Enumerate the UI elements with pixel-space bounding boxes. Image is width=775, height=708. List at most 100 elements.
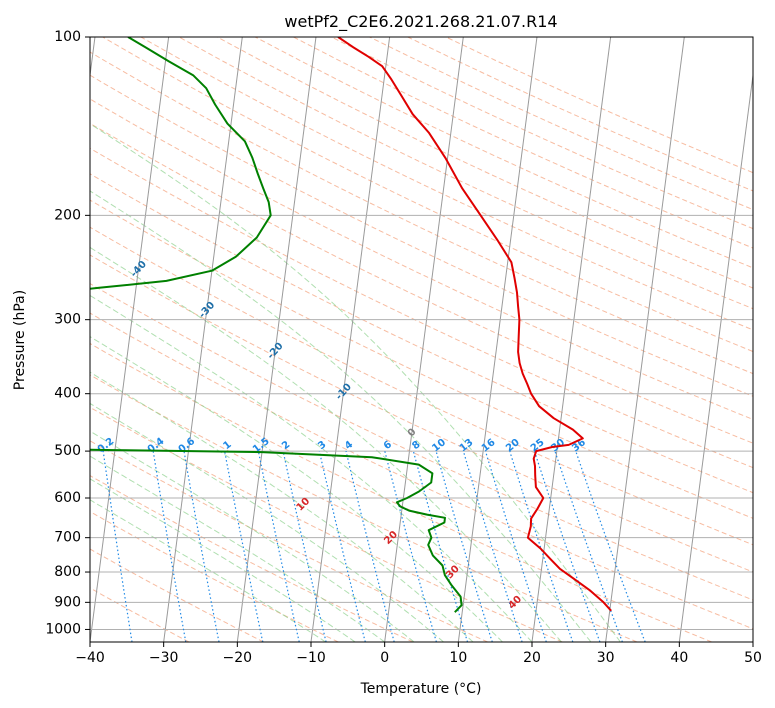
dry-adiabat [90,122,753,444]
mixing-ratio-label: 8 [410,439,422,452]
moist-adiabat [90,190,592,642]
chart-title: wetPf2_C2E6.2021.268.21.07.R14 [284,12,557,32]
dry-adiabat [90,173,753,494]
x-tick-label: 30 [597,650,615,666]
dry-adiabat [254,37,753,269]
dry-adiabat [90,312,753,630]
mixing-ratio-line [462,450,523,642]
isotherm [752,638,753,642]
moist-adiabat [90,430,415,642]
mixing-ratio-line [318,450,366,642]
mixing-ratio-label: 20 [504,437,522,454]
dry-adiabat [407,37,753,192]
moist-adiabat [90,402,444,642]
isotherm [163,37,243,642]
dry-adiabat [90,226,753,546]
moist-adiabat [90,336,503,642]
y-tick-label: 500 [54,443,81,459]
y-tick-label: 300 [54,312,81,328]
isotherm-label: 0 [406,427,419,440]
x-tick-label: 0 [380,650,389,666]
mixing-ratio-line [282,450,327,642]
mixing-ratio-line [435,450,493,642]
moist-adiabat [90,371,474,642]
isotherm [457,37,538,642]
isotherm [678,71,753,642]
mixing-ratio-label: 0.2 [96,436,117,456]
x-tick-label: −40 [75,650,105,666]
x-tick-label: 10 [449,650,467,666]
isotherm [531,37,612,642]
mixing-ratio-label: 0.6 [177,436,198,456]
dry-adiabat [90,282,753,601]
y-axis-label: Pressure (hPa) [12,290,28,390]
isotherm-label: -60 [0,177,12,198]
dry-adiabat [178,37,753,310]
moist-adiabat [90,123,621,642]
dry-adiabat [90,440,488,642]
mixing-ratio-label: 0.4 [146,436,167,456]
isotherm-label: -10 [334,382,354,403]
isotherm [605,37,685,642]
mixing-ratio-line [509,450,574,642]
isotherm [310,37,391,642]
dry-adiabat [90,406,563,642]
mixing-ratio-line [224,450,264,642]
mixing-ratio-label: 16 [480,437,498,454]
y-tick-label: 800 [54,564,81,580]
mixing-ratio-label: 2 [280,439,292,452]
mixing-ratio-line [257,450,300,642]
mixing-ratio-label: 3 [316,439,328,452]
dry-adiabat [140,37,753,331]
x-tick-label: −30 [149,650,179,666]
mixing-ratio-line [575,450,646,642]
dry-adiabat [90,199,753,519]
y-tick-label: 200 [54,207,81,223]
moist-adiabat [90,478,356,642]
isotherm [90,37,170,642]
dry-adiabat [90,147,753,469]
dewpoint-line [90,37,463,613]
moist-adiabat [90,455,385,642]
isotherm [236,37,317,642]
dry-adiabat [90,254,753,573]
mixing-ratio-line [533,450,601,642]
mixing-ratio-line [484,450,547,642]
background-lines [56,37,753,642]
y-tick-label: 700 [54,530,81,546]
y-tick-label: 400 [54,386,81,402]
y-tick-label: 100 [54,29,81,45]
y-tick-label: 600 [54,490,81,506]
mixing-ratio-line [152,451,187,642]
isotherm [90,37,96,80]
mixing-ratio-line [412,450,469,642]
moist-adiabat [90,294,533,642]
mixing-ratio-label: 6 [382,439,394,452]
isotherm [384,37,464,642]
mixing-ratio-line [554,450,623,642]
y-tick-label: 900 [54,594,81,610]
temperature-line [337,37,612,612]
mixing-ratio-line [56,451,82,642]
dry-adiabat [90,548,264,642]
dry-adiabat [90,98,753,420]
isotherm-label: -40 [129,259,149,280]
x-axis-label: Temperature (°C) [360,681,482,697]
x-tick-label: −20 [223,650,253,666]
dry-adiabat-label: 40 [507,594,525,612]
plot-frame [89,36,754,643]
dry-adiabat [102,37,753,353]
profile-lines [90,37,612,613]
y-tick-label: 1000 [45,621,81,637]
isotherm-label: -20 [265,341,285,362]
dry-adiabat [90,51,753,375]
mixing-ratio-label: 4 [343,439,355,452]
x-tick-label: −10 [296,650,326,666]
dry-adiabat [216,37,753,289]
dry-adiabat [90,587,190,642]
mixing-ratio-line [102,451,133,642]
dry-adiabat [331,37,753,230]
axes: −40 −30 −20 −10 0 10 20 30 40 5010020030040050060… [45,29,762,666]
